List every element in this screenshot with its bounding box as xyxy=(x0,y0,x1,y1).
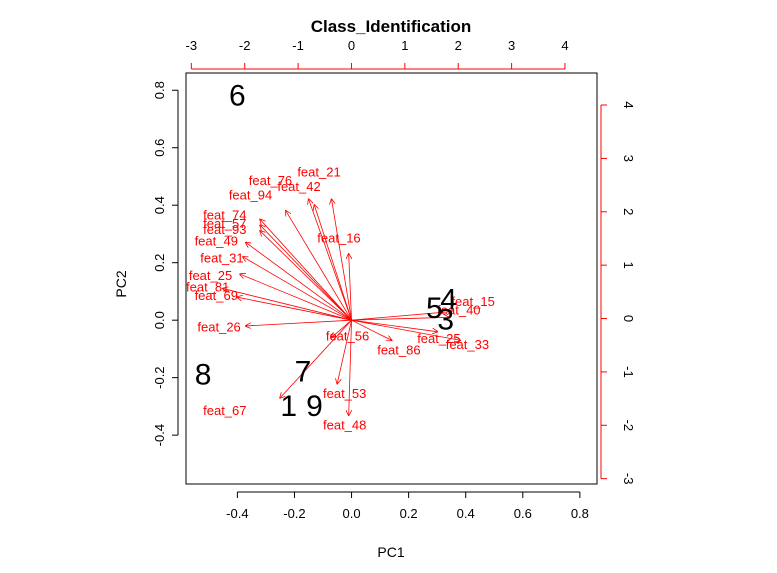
observation-label: 7 xyxy=(295,355,312,388)
loading-label: feat_93 xyxy=(203,222,246,237)
observation-label: 6 xyxy=(229,79,246,112)
loading-label: feat_94 xyxy=(229,187,272,202)
y-tick-label: 0.0 xyxy=(152,311,167,329)
loading-arrow xyxy=(286,211,352,321)
loading-label: feat_67 xyxy=(203,403,246,418)
loading-arrow xyxy=(332,319,352,337)
loading-label: feat_56 xyxy=(326,328,369,343)
right-tick-label: 2 xyxy=(621,208,636,215)
y-tick-label: -0.2 xyxy=(152,366,167,388)
x-tick-label: -0.2 xyxy=(283,506,305,521)
loading-label: feat_16 xyxy=(317,231,360,246)
loading-label: feat_57 xyxy=(203,216,246,231)
right-tick-label: 3 xyxy=(621,155,636,162)
top-tick-label: -1 xyxy=(292,38,304,53)
observation-label: 8 xyxy=(195,358,212,391)
observation-label: 4 xyxy=(440,284,457,317)
loading-label: feat_81 xyxy=(186,279,229,294)
observation-label: 9 xyxy=(306,390,323,423)
loading-label: feat_42 xyxy=(277,179,320,194)
loading-label: feat_40 xyxy=(437,302,480,317)
loading-arrow xyxy=(246,319,352,326)
loading-arrow xyxy=(332,199,352,321)
loading-arrow xyxy=(337,320,352,383)
x-tick-label: 0.2 xyxy=(400,506,418,521)
loading-arrow xyxy=(280,319,352,398)
top-tick-label: 2 xyxy=(455,38,462,53)
right-tick-label: -1 xyxy=(621,366,636,378)
top-tick-label: 4 xyxy=(561,38,568,53)
right-tick-label: -2 xyxy=(621,420,636,432)
loading-label: feat_15 xyxy=(451,294,494,309)
observation-label: 5 xyxy=(426,292,443,325)
loading-arrow xyxy=(314,205,352,321)
x-tick-label: 0.4 xyxy=(457,506,475,521)
top-tick-label: -2 xyxy=(239,38,251,53)
observation-labels: 6 543 1 97 8 xyxy=(195,79,457,422)
bottom-axis: -0.4 -0.2 0.0 0.2 0.4 0.6 0.8 xyxy=(226,491,589,521)
loading-label: feat_49 xyxy=(195,233,238,248)
loading-arrow xyxy=(351,312,452,321)
loading-arrow xyxy=(260,231,352,321)
y-tick-label: 0.4 xyxy=(152,196,167,214)
loading-arrow xyxy=(223,289,352,321)
x-tick-label: 0.8 xyxy=(571,506,589,521)
loading-arrow xyxy=(260,220,352,321)
loading-label: feat_21 xyxy=(297,164,340,179)
observation-label: 1 xyxy=(280,390,297,423)
loading-label: feat_86 xyxy=(377,343,420,358)
top-tick-label: 0 xyxy=(348,38,355,53)
x-axis-label: PC1 xyxy=(377,544,404,560)
loading-label: feat_31 xyxy=(200,251,243,266)
loading-arrow xyxy=(246,243,352,321)
x-tick-label: -0.4 xyxy=(226,506,248,521)
right-tick-label: 0 xyxy=(621,315,636,322)
right-axis: -3 -2 -1 0 1 2 3 4 xyxy=(600,101,636,485)
loading-arrow xyxy=(349,254,352,321)
right-tick-label: -3 xyxy=(621,473,636,485)
observation-label: 3 xyxy=(437,304,454,337)
loading-arrow xyxy=(351,317,449,321)
top-tick-label: -3 xyxy=(186,38,198,53)
loading-label: feat_25 xyxy=(417,331,460,346)
y-axis-label: PC2 xyxy=(113,270,129,297)
loading-label: feat_26 xyxy=(197,320,240,335)
loading-arrow xyxy=(237,297,352,321)
loading-label: feat_33 xyxy=(446,337,489,352)
loading-arrow xyxy=(240,274,352,321)
loading-arrow xyxy=(351,319,392,340)
x-tick-label: 0.6 xyxy=(514,506,532,521)
top-tick-label: 3 xyxy=(508,38,515,53)
loading-arrow xyxy=(351,319,460,340)
y-tick-label: 0.6 xyxy=(152,139,167,157)
y-tick-label: 0.8 xyxy=(152,81,167,99)
loading-label: feat_76 xyxy=(249,173,292,188)
y-tick-label: -0.4 xyxy=(152,424,167,446)
x-tick-label: 0.0 xyxy=(343,506,361,521)
loading-label: feat_74 xyxy=(203,208,246,223)
left-axis: -0.4 -0.2 0.0 0.2 0.4 0.6 0.8 xyxy=(152,81,179,446)
loading-label: feat_53 xyxy=(323,386,366,401)
top-tick-label: 1 xyxy=(401,38,408,53)
loading-label: feat_48 xyxy=(323,417,366,432)
loading-arrow xyxy=(260,225,352,321)
y-tick-label: 0.2 xyxy=(152,254,167,272)
loading-label: feat_69 xyxy=(195,288,238,303)
loading-arrow xyxy=(349,320,352,415)
loading-label: feat_25 xyxy=(189,268,232,283)
chart-title: Class_Identification xyxy=(311,17,472,36)
right-tick-label: 4 xyxy=(621,101,636,108)
right-tick-label: 1 xyxy=(621,262,636,269)
plot-frame xyxy=(185,72,598,485)
top-axis: -3 -2 -1 0 1 2 3 4 xyxy=(186,38,569,70)
loading-arrow xyxy=(243,257,352,321)
loading-arrow xyxy=(351,319,438,331)
loading-arrow xyxy=(309,199,352,321)
